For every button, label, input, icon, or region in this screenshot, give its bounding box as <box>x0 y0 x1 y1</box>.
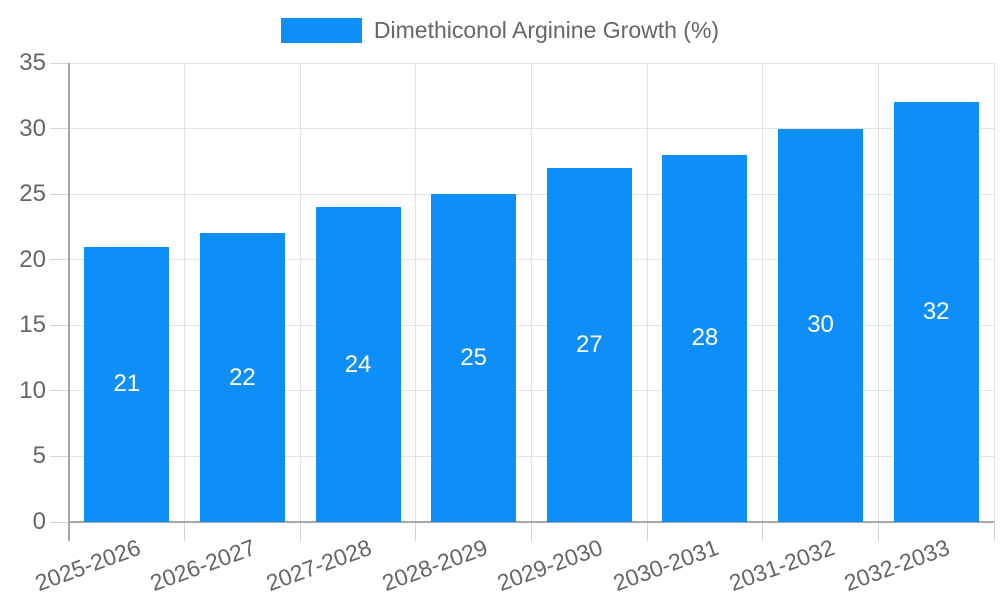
x-axis-tick <box>646 522 648 541</box>
y-axis-tick <box>50 521 69 523</box>
gridline-vertical <box>184 63 186 522</box>
y-axis-label: 30 <box>19 114 46 142</box>
bar-value-label: 30 <box>807 311 834 339</box>
bar-2029-2030[interactable] <box>546 167 632 522</box>
bar-2027-2028[interactable] <box>315 207 401 522</box>
x-axis-tick <box>877 522 879 541</box>
bar-value-label: 32 <box>922 298 950 326</box>
y-axis-label: 10 <box>19 376 46 404</box>
bar-value-label: 27 <box>575 330 603 358</box>
y-axis-label: 35 <box>19 49 46 76</box>
bar-2030-2031[interactable] <box>662 154 748 522</box>
x-axis-tick <box>184 522 186 541</box>
gridline-vertical <box>646 63 648 522</box>
bar-2028-2029[interactable] <box>431 194 517 522</box>
gridline-vertical <box>299 63 301 522</box>
bar-value-label: 22 <box>229 363 256 391</box>
gridline-vertical <box>415 63 417 522</box>
x-axis-tick <box>993 522 995 541</box>
gridline-vertical <box>993 63 995 522</box>
x-axis-line <box>69 521 994 523</box>
y-axis-line <box>68 63 70 541</box>
bar-value-label: 24 <box>344 350 372 378</box>
x-axis-tick <box>299 522 301 541</box>
y-axis-label: 20 <box>19 245 46 273</box>
x-axis-tick <box>762 522 764 541</box>
bar-value-label: 28 <box>691 324 719 352</box>
gridline-vertical <box>877 63 879 522</box>
x-axis-tick <box>415 522 417 541</box>
bar-2032-2033[interactable] <box>893 102 979 522</box>
x-axis-tick <box>531 522 532 541</box>
x-axis-label: 2031-2032 <box>725 534 838 597</box>
y-axis-tick <box>50 259 69 261</box>
bar-value-label: 21 <box>113 370 141 398</box>
x-axis-label: 2029-2030 <box>493 534 607 597</box>
x-axis-label: 2028-2029 <box>378 534 491 597</box>
y-axis-tick <box>50 390 69 392</box>
bar-2026-2027[interactable] <box>199 233 285 522</box>
y-axis-tick <box>50 128 69 130</box>
x-axis-label: 2032-2033 <box>840 534 954 597</box>
y-axis-tick <box>50 193 69 195</box>
x-axis-label: 2027-2028 <box>262 534 375 597</box>
bar-2025-2026[interactable] <box>84 246 170 522</box>
gridline-vertical <box>762 63 764 522</box>
y-axis-label: 0 <box>32 508 46 535</box>
y-axis-label: 5 <box>32 442 46 470</box>
gridline-vertical <box>531 63 532 522</box>
y-axis-tick <box>50 62 69 64</box>
y-axis-tick <box>50 324 69 326</box>
bar-value-label: 25 <box>460 344 488 372</box>
bar-2031-2032[interactable] <box>778 128 864 522</box>
legend-label: Dimethiconol Arginine Growth (%) <box>373 17 720 43</box>
legend[interactable]: Dimethiconol Arginine Growth (%) <box>0 17 1000 44</box>
y-axis-tick <box>50 455 69 457</box>
legend-swatch <box>280 18 362 43</box>
y-axis-label: 25 <box>19 180 46 208</box>
y-axis-label: 15 <box>19 311 46 339</box>
x-axis-label: 2025-2026 <box>31 534 144 597</box>
x-axis-label: 2026-2027 <box>147 534 260 597</box>
x-axis-label: 2030-2031 <box>609 534 722 597</box>
